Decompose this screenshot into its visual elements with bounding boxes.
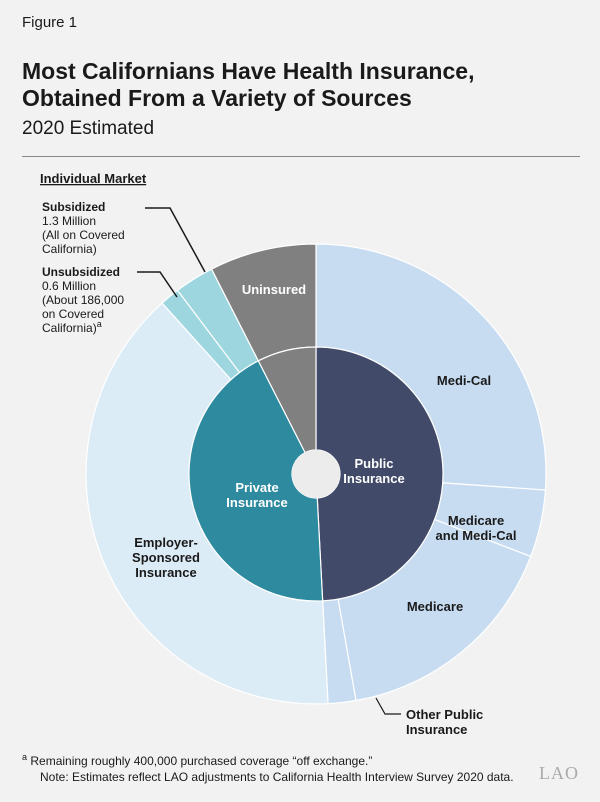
unsubsidized-footnote-marker: a — [97, 319, 102, 329]
leader-other-public-insurance — [375, 697, 401, 715]
figure-label: Figure 1 — [22, 14, 78, 31]
divider — [22, 156, 580, 157]
footnote: a Remaining roughly 400,000 purchased co… — [22, 752, 372, 768]
label-medi-cal: Medi-Cal — [437, 373, 491, 388]
footnote-text: Remaining roughly 400,000 purchased cove… — [30, 754, 373, 768]
chart-title-line1: Most Californians Have Health Insurance, — [22, 58, 475, 84]
label-private-insurance: Private Insurance — [226, 480, 287, 510]
outer-ring — [85, 243, 547, 705]
label-other-public-insurance: Other Public Insurance — [406, 707, 483, 737]
chart-title: Most Californians Have Health Insurance,… — [22, 58, 582, 112]
chart-subtitle: 2020 Estimated — [22, 118, 155, 139]
label-uninsured: Uninsured — [242, 282, 306, 297]
label-employer-sponsored-insurance: Employer-Sponsored Insurance — [132, 535, 200, 580]
lao-logo: LAO — [539, 763, 579, 783]
source-note: Note: Estimates reflect LAO adjustments … — [40, 770, 514, 784]
label-public-insurance: Public Insurance — [343, 456, 404, 486]
slice-labels: Public Insurance Private Insurance Medi-Cal M… — [40, 171, 516, 737]
label-subsidized: Subsidized 1.3 Million (All on Covered Cali… — [42, 200, 125, 256]
label-medicare-and-medi-cal: Medicare and Medi-Cal — [436, 513, 517, 543]
leader-subsidized — [145, 207, 206, 273]
chart-title-line2: Obtained From a Variety of Sources — [22, 85, 412, 111]
leader-lines — [137, 207, 401, 715]
nested-donut-chart: Public Insurance Private Insurance Medi-Cal M… — [40, 171, 547, 737]
leader-unsubsidized — [137, 271, 178, 298]
label-unsubsidized: Unsubsidized 0.6 Million (About 186,000 on … — [42, 265, 124, 335]
label-individual-market: Individual Market — [40, 171, 147, 186]
inner-ring — [188, 346, 444, 602]
footnote-marker: a — [22, 752, 28, 762]
donut-hole — [292, 450, 340, 498]
label-medicare: Medicare — [407, 599, 463, 614]
